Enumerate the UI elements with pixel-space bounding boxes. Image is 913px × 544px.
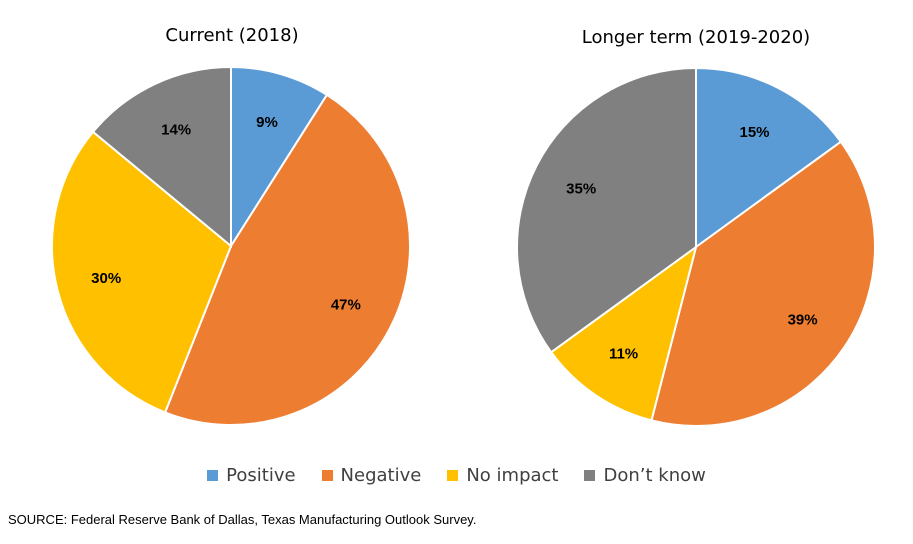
legend-item-dont-know: Don’t know bbox=[584, 465, 706, 486]
slice-label-no-impact: 30% bbox=[91, 270, 121, 287]
legend: Positive Negative No impact Don’t know bbox=[0, 465, 913, 486]
legend-swatch-dont-know bbox=[584, 470, 596, 481]
pie-chart-longer-term: 15% 39% 11% 35% bbox=[516, 66, 876, 427]
pie-slice-no-impact bbox=[549, 244, 698, 422]
legend-label-negative: Negative bbox=[340, 465, 422, 486]
pie-chart-current: 9% 47% 30% 14% bbox=[51, 65, 411, 426]
slice-label-don-t-know: 14% bbox=[161, 121, 191, 138]
source-note: SOURCE: Federal Reserve Bank of Dallas, … bbox=[8, 512, 477, 527]
pie-slice-negative bbox=[650, 140, 876, 427]
legend-swatch-no-impact bbox=[447, 470, 459, 481]
legend-label-no-impact: No impact bbox=[466, 465, 559, 486]
slice-label-don-t-know: 35% bbox=[566, 180, 596, 197]
legend-label-positive: Positive bbox=[226, 465, 296, 486]
legend-item-positive: Positive bbox=[207, 465, 296, 486]
chart-title-current: Current (2018) bbox=[165, 25, 298, 46]
pie-slice-positive bbox=[695, 66, 843, 249]
legend-item-negative: Negative bbox=[321, 465, 422, 486]
pie-slice-no-impact bbox=[51, 130, 233, 414]
pie-slice-don-t-know bbox=[91, 65, 232, 249]
slice-label-negative: 47% bbox=[331, 297, 361, 314]
pie-slice-negative bbox=[163, 93, 411, 426]
legend-swatch-negative bbox=[321, 470, 333, 481]
pie-slice-positive bbox=[230, 65, 329, 250]
slice-label-positive: 15% bbox=[739, 124, 769, 141]
slice-label-no-impact: 11% bbox=[609, 346, 638, 363]
pie-slice-don-t-know bbox=[516, 66, 697, 354]
legend-item-no-impact: No impact bbox=[447, 465, 558, 486]
pie-charts: Current (2018) 9% 47% 30% 14% Longer term (… bbox=[51, 25, 876, 427]
legend-label-dont-know: Don’t know bbox=[603, 465, 706, 486]
slice-label-negative: 39% bbox=[788, 311, 818, 328]
legend-swatch-positive bbox=[207, 470, 219, 481]
chart-title-longer-term: Longer term (2019-2020) bbox=[582, 27, 810, 48]
slice-label-positive: 9% bbox=[256, 114, 278, 131]
